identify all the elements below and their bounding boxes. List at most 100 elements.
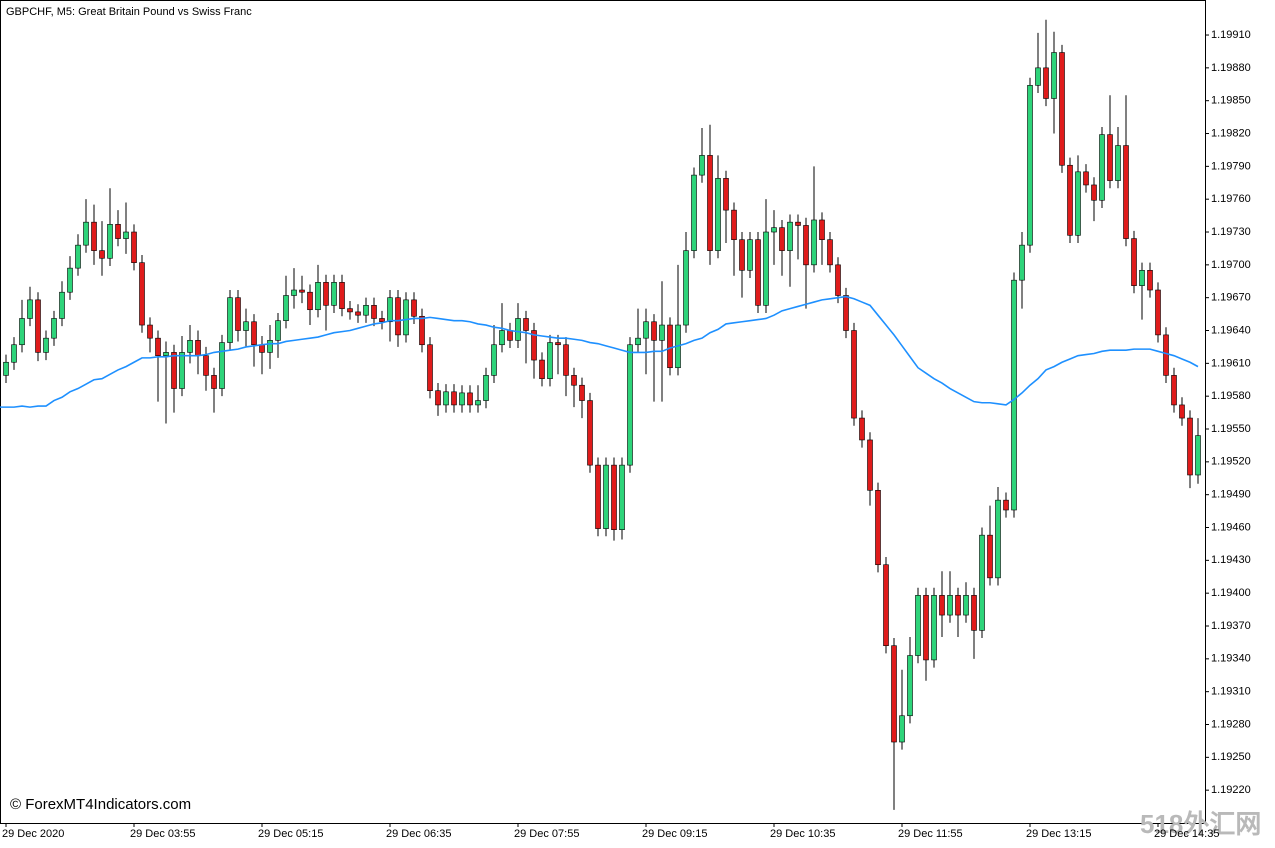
y-tick-label: 1.19700 <box>1211 259 1251 271</box>
candle-body <box>363 305 369 316</box>
candle-body <box>203 355 209 376</box>
y-tick-label: 1.19490 <box>1211 489 1251 501</box>
candle-body <box>1067 164 1073 236</box>
y-tick-label: 1.19760 <box>1211 193 1251 205</box>
candle-body <box>299 289 305 293</box>
candle-body <box>411 299 417 317</box>
x-tick-label: 29 Dec 13:15 <box>1026 828 1091 840</box>
candle-body <box>147 324 153 339</box>
candle-body <box>43 337 49 353</box>
candle-body <box>779 227 785 251</box>
y-tick-label: 1.19820 <box>1211 127 1251 139</box>
candle-body <box>371 305 377 319</box>
candle-body <box>531 330 537 361</box>
y-tick-label: 1.19850 <box>1211 95 1251 107</box>
candle-body <box>395 297 401 336</box>
candle-body <box>843 295 849 331</box>
plot-frame <box>0 0 1206 824</box>
candle-body <box>691 174 697 251</box>
y-tick-label: 1.19280 <box>1211 718 1251 730</box>
candle-body <box>659 324 665 341</box>
candle-body <box>539 359 545 379</box>
candle-body <box>1131 238 1137 286</box>
candle-body <box>83 221 89 246</box>
candle-body <box>979 534 985 631</box>
candle-body <box>139 262 145 326</box>
y-tick-label: 1.19250 <box>1211 751 1251 763</box>
candle-body <box>851 330 857 419</box>
candle-body <box>251 321 257 346</box>
candle-body <box>995 499 1001 579</box>
x-tick-label: 29 Dec 03:55 <box>130 828 195 840</box>
candle-body <box>883 564 889 647</box>
candle-body <box>1099 134 1105 201</box>
candle-body <box>355 311 361 316</box>
candle-body <box>755 239 761 306</box>
candle-body <box>187 340 193 353</box>
candle-body <box>91 221 97 251</box>
candle-body <box>891 645 897 743</box>
y-tick-label: 1.19430 <box>1211 554 1251 566</box>
candle-body <box>563 344 569 376</box>
candle-body <box>523 318 529 331</box>
candle-body <box>451 391 457 406</box>
candle-body <box>1187 417 1193 476</box>
candle-body <box>939 595 945 616</box>
candle-body <box>971 595 977 631</box>
x-tick-label: 29 Dec 14:35 <box>1154 828 1219 840</box>
candle-body <box>571 375 577 386</box>
candle-body <box>955 595 961 616</box>
candle-body <box>875 489 881 566</box>
y-tick-label: 1.19220 <box>1211 784 1251 796</box>
x-tick-label: 29 Dec 06:35 <box>386 828 451 840</box>
candle-body <box>627 344 633 466</box>
candle-body <box>339 282 345 309</box>
candle-body <box>1011 279 1017 511</box>
candle-body <box>947 595 953 616</box>
candle-body <box>643 321 649 339</box>
site-logo: 518外汇网 <box>1140 809 1261 839</box>
candle-body <box>931 595 937 661</box>
candle-body <box>763 231 769 306</box>
candle-body <box>1107 134 1113 181</box>
candle-body <box>419 315 425 346</box>
chart-title: GBPCHF, M5: Great Britain Pound vs Swiss… <box>6 6 252 18</box>
candle-body <box>443 391 449 406</box>
y-tick-label: 1.19880 <box>1211 62 1251 74</box>
candle-body <box>291 289 297 296</box>
candle-body <box>195 340 201 356</box>
candle-body <box>667 324 673 369</box>
y-tick-label: 1.19610 <box>1211 357 1251 369</box>
candle-body <box>67 267 73 293</box>
candle-body <box>899 715 905 743</box>
candle-body <box>267 340 273 353</box>
candle-body <box>611 464 617 530</box>
candle-body <box>507 330 513 341</box>
candle-body <box>547 342 553 379</box>
candle-body <box>499 330 505 346</box>
x-tick-label: 29 Dec 2020 <box>2 828 64 840</box>
x-tick-label: 29 Dec 07:55 <box>514 828 579 840</box>
y-tick-label: 1.19910 <box>1211 29 1251 41</box>
x-tick-label: 29 Dec 05:15 <box>258 828 323 840</box>
candle-body <box>635 337 641 346</box>
candle-body <box>915 595 921 656</box>
candle-body <box>427 344 433 392</box>
y-tick-label: 1.19580 <box>1211 390 1251 402</box>
candle-body <box>1035 67 1041 86</box>
candle-body <box>259 344 265 353</box>
candle-body <box>1027 85 1033 246</box>
candle-body <box>787 221 793 251</box>
candle-body <box>1155 289 1161 336</box>
candle-body <box>1051 52 1057 99</box>
candle-body <box>35 299 41 353</box>
candle-body <box>123 231 129 239</box>
candle-body <box>555 342 561 346</box>
candle-body <box>835 264 841 296</box>
candle-body <box>227 297 233 343</box>
y-tick-label: 1.19400 <box>1211 587 1251 599</box>
candle-body <box>379 318 385 323</box>
x-tick-label: 29 Dec 10:35 <box>770 828 835 840</box>
candle-body <box>27 299 33 319</box>
y-tick-label: 1.19670 <box>1211 292 1251 304</box>
